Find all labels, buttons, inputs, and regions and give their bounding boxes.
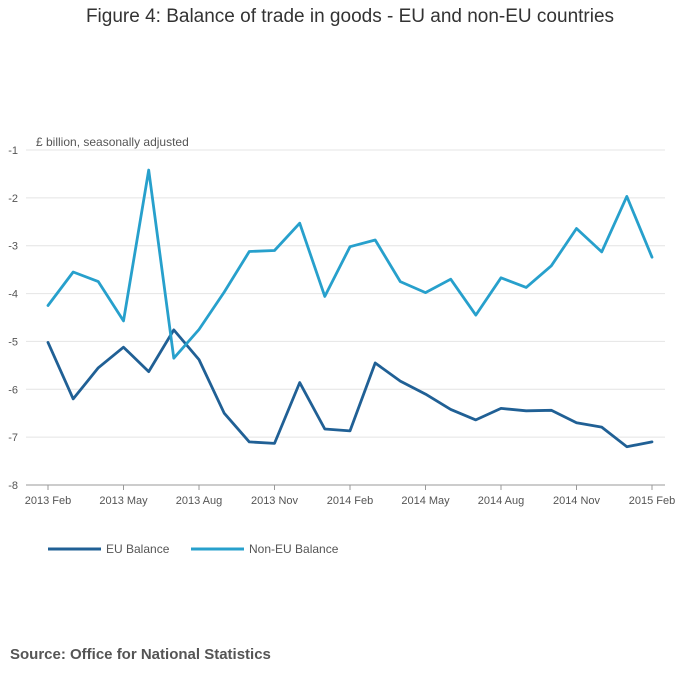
legend-label: EU Balance bbox=[106, 542, 170, 556]
legend: EU Balance Non-EU Balance bbox=[48, 542, 339, 556]
legend-item[interactable]: EU Balance bbox=[48, 542, 170, 556]
series-lines bbox=[46, 168, 654, 449]
x-tick-label: 2013 Aug bbox=[176, 495, 223, 507]
legend-item[interactable]: Non-EU Balance bbox=[191, 542, 339, 556]
x-tick-label: 2014 May bbox=[401, 495, 450, 507]
y-tick-label: -5 bbox=[8, 336, 18, 348]
x-tick-label: 2014 Nov bbox=[553, 495, 601, 507]
x-tick-label: 2014 Aug bbox=[478, 495, 525, 507]
y-axis-ticks: -1 -2 -3 -4 -5 -6 -7 -8 bbox=[8, 145, 18, 492]
y-tick-label: -4 bbox=[8, 289, 18, 301]
y-tick-label: -3 bbox=[8, 241, 18, 253]
legend-label: Non-EU Balance bbox=[249, 542, 339, 556]
x-tick-label: 2015 Feb bbox=[629, 495, 675, 507]
x-tick-label: 2013 Feb bbox=[25, 495, 71, 507]
source-note: Source: Office for National Statistics bbox=[10, 646, 271, 663]
y-tick-label: -8 bbox=[8, 480, 18, 492]
y-tick-label: -7 bbox=[8, 432, 18, 444]
grid-lines bbox=[26, 149, 665, 486]
y-tick-label: -1 bbox=[8, 145, 18, 157]
x-tick-label: 2013 May bbox=[99, 495, 148, 507]
x-axis-ticks: 2013 Feb 2013 May 2013 Aug 2013 Nov 2014 Feb… bbox=[25, 485, 675, 507]
y-tick-label: -6 bbox=[8, 384, 18, 396]
x-tick-label: 2013 Nov bbox=[251, 495, 299, 507]
chart-title: Figure 4: Balance of trade in goods - EU… bbox=[85, 6, 615, 27]
series-line-non-eu-balance bbox=[46, 168, 654, 360]
series-line-eu-balance bbox=[46, 328, 654, 449]
y-tick-label: -2 bbox=[8, 193, 18, 205]
y-axis-label: £ billion, seasonally adjusted bbox=[36, 135, 189, 149]
x-tick-label: 2014 Feb bbox=[327, 495, 373, 507]
